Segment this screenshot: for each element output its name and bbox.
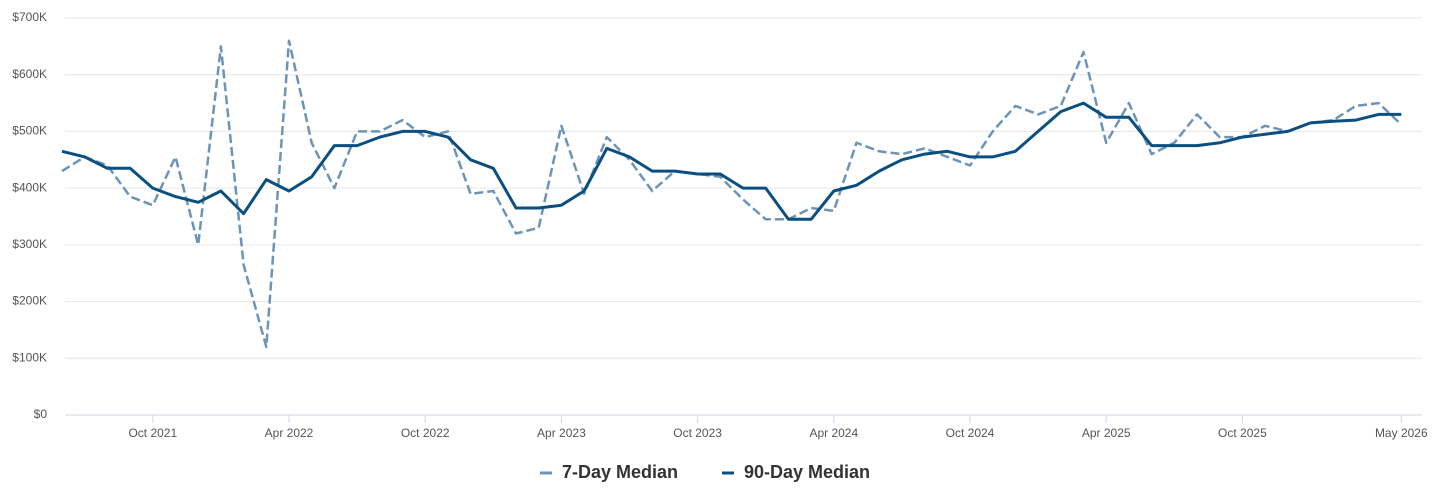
y-tick-label: $700K <box>12 10 47 24</box>
x-tick-label: Apr 2022 <box>265 426 314 440</box>
y-tick-label: $400K <box>12 180 47 194</box>
x-tick-label: Apr 2025 <box>1082 426 1131 440</box>
series-line <box>61 39 1403 349</box>
y-tick-label: $0 <box>34 407 48 421</box>
x-tick-label: Oct 2022 <box>401 426 450 440</box>
y-tick-label: $300K <box>12 237 47 251</box>
series-line <box>61 101 1402 221</box>
y-tick-label: $100K <box>12 350 47 364</box>
x-tick-label: Oct 2021 <box>128 426 177 440</box>
y-tick-label: $200K <box>12 294 47 308</box>
x-tick-label: Oct 2023 <box>673 426 722 440</box>
x-tick-label: Oct 2024 <box>946 426 995 440</box>
x-tick-label: Apr 2024 <box>809 426 858 440</box>
y-tick-label: $600K <box>12 67 47 81</box>
x-tick-label: Oct 2025 <box>1218 426 1267 440</box>
legend-text: 90-Day Median <box>744 462 870 482</box>
y-tick-label: $500K <box>12 124 47 138</box>
x-tick-label: Apr 2023 <box>537 426 586 440</box>
x-tick-label: May 2026 <box>1375 426 1428 440</box>
legend-text: 7-Day Median <box>562 462 678 482</box>
